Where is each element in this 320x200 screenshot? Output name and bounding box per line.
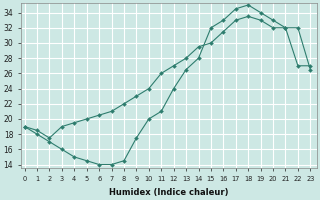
X-axis label: Humidex (Indice chaleur): Humidex (Indice chaleur) bbox=[109, 188, 228, 197]
